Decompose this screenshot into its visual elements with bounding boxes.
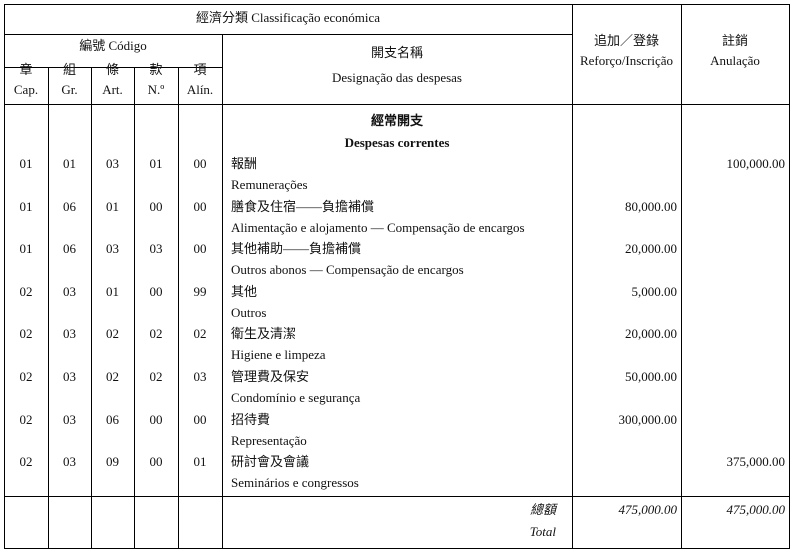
designation-zh: 其他: [231, 283, 258, 299]
code-cell: 01: [19, 241, 33, 257]
designation-zh: 管理費及保安: [231, 369, 310, 384]
designation-pt: Condomínio e segurança: [231, 390, 361, 405]
code-cell: 03: [63, 369, 76, 384]
designation-pt: Representação: [231, 432, 307, 448]
code-column-header-pt: Cap.: [13, 82, 39, 97]
total-label-pt: Total: [529, 524, 556, 539]
code-cell: 00: [149, 454, 163, 470]
code-cell: 00: [149, 283, 163, 299]
designation-zh: 衛生及清潔: [231, 326, 297, 342]
code-cell: 06: [106, 411, 119, 427]
code-cell: 02: [19, 411, 33, 427]
designation-zh: 膳食及住宿——負擔補償: [231, 198, 375, 214]
code-cell: 03: [106, 241, 119, 257]
reinforcement-amount: 300,000.00: [618, 411, 678, 427]
code-cell: 01: [19, 156, 33, 171]
code-cell: 01: [19, 198, 33, 214]
code-cell: 02: [149, 326, 163, 342]
code-cell: 02: [106, 369, 119, 384]
designation-pt: Seminários e congressos: [231, 475, 359, 491]
designation-pt: Higiene e limpeza: [231, 347, 326, 363]
reinforcement-amount: 20,000.00: [625, 326, 677, 342]
designation-header-pt: Designação das despesas: [332, 70, 462, 85]
code-cell: 09: [106, 454, 119, 470]
reinforcement-amount: 80,000.00: [625, 198, 677, 214]
cancel-header-zh: 註銷: [721, 33, 748, 48]
reinforcement-header-pt: Reforço/Inscrição: [579, 53, 674, 68]
code-cell: 03: [63, 454, 76, 470]
designation-zh: 其他補助——負擔補償: [231, 241, 362, 257]
code-cell: 02: [149, 369, 163, 384]
code-cell: 99: [193, 283, 207, 299]
designation-pt: Outros: [231, 304, 267, 320]
code-cell: 03: [63, 326, 76, 342]
reinforcement-amount: 50,000.00: [625, 369, 677, 384]
reinforcement-amount: 5,000.00: [631, 283, 678, 299]
code-cell: 00: [149, 411, 163, 427]
code-cell: 02: [19, 369, 33, 384]
section-title-zh: 經常開支: [370, 113, 423, 128]
code-column-header-zh: 章: [19, 62, 33, 77]
code-column-header-pt: N.º: [147, 82, 165, 97]
cancel-amount: 375,000.00: [726, 454, 786, 470]
reinforcement-header-zh: 追加／登錄: [593, 33, 659, 48]
code-cell: 00: [193, 156, 207, 171]
designation-zh: 研討會及會議: [231, 454, 310, 470]
code-column-header-zh: 款: [149, 62, 163, 77]
code-cell: 03: [193, 369, 207, 384]
code-column-header-pt: Art.: [102, 82, 123, 97]
code-cell: 02: [193, 326, 207, 342]
designation-pt: Remunerações: [231, 177, 308, 192]
code-cell: 06: [63, 198, 76, 214]
code-column-header-zh: 條: [105, 62, 119, 77]
code-header: 編號 Código: [79, 38, 147, 53]
designation-zh: 招待費: [231, 411, 271, 427]
code-cell: 00: [193, 198, 207, 214]
cancel-header-pt: Anulação: [710, 53, 760, 68]
code-cell: 02: [19, 326, 33, 342]
code-cell: 01: [106, 198, 119, 214]
code-cell: 00: [149, 198, 163, 214]
code-cell: 03: [149, 241, 163, 257]
code-cell: 01: [63, 156, 76, 171]
code-column-header-pt: Alín.: [186, 82, 214, 97]
code-cell: 00: [193, 241, 207, 257]
code-column-header-zh: 項: [193, 62, 207, 77]
classification-header: 經濟分類 Classificação económica: [195, 10, 381, 25]
code-column-header-zh: 組: [62, 62, 76, 77]
designation-header-zh: 開支名稱: [370, 45, 423, 60]
cancel-amount: 100,000.00: [726, 156, 786, 171]
code-cell: 03: [63, 411, 76, 427]
code-cell: 00: [193, 411, 207, 427]
code-cell: 06: [63, 241, 76, 257]
designation-pt: Alimentação e alojamento — Compensação d…: [231, 219, 525, 235]
code-cell: 02: [19, 454, 33, 470]
designation-pt: Outros abonos — Compensação de encargos: [231, 262, 464, 278]
designation-zh: 報酬: [231, 156, 258, 171]
code-column-header-pt: Gr.: [61, 82, 78, 97]
total-cancel: 475,000.00: [726, 502, 786, 517]
code-cell: 02: [19, 283, 33, 299]
code-cell: 01: [149, 156, 163, 171]
code-cell: 03: [63, 283, 76, 299]
code-cell: 02: [106, 326, 119, 342]
section-title-pt: Despesas correntes: [344, 135, 450, 150]
code-cell: 03: [106, 156, 119, 171]
total-reinforcement: 475,000.00: [618, 502, 678, 517]
reinforcement-amount: 20,000.00: [625, 241, 677, 257]
code-cell: 01: [193, 454, 207, 470]
total-label-zh: 總額: [529, 502, 556, 517]
code-cell: 01: [106, 283, 119, 299]
